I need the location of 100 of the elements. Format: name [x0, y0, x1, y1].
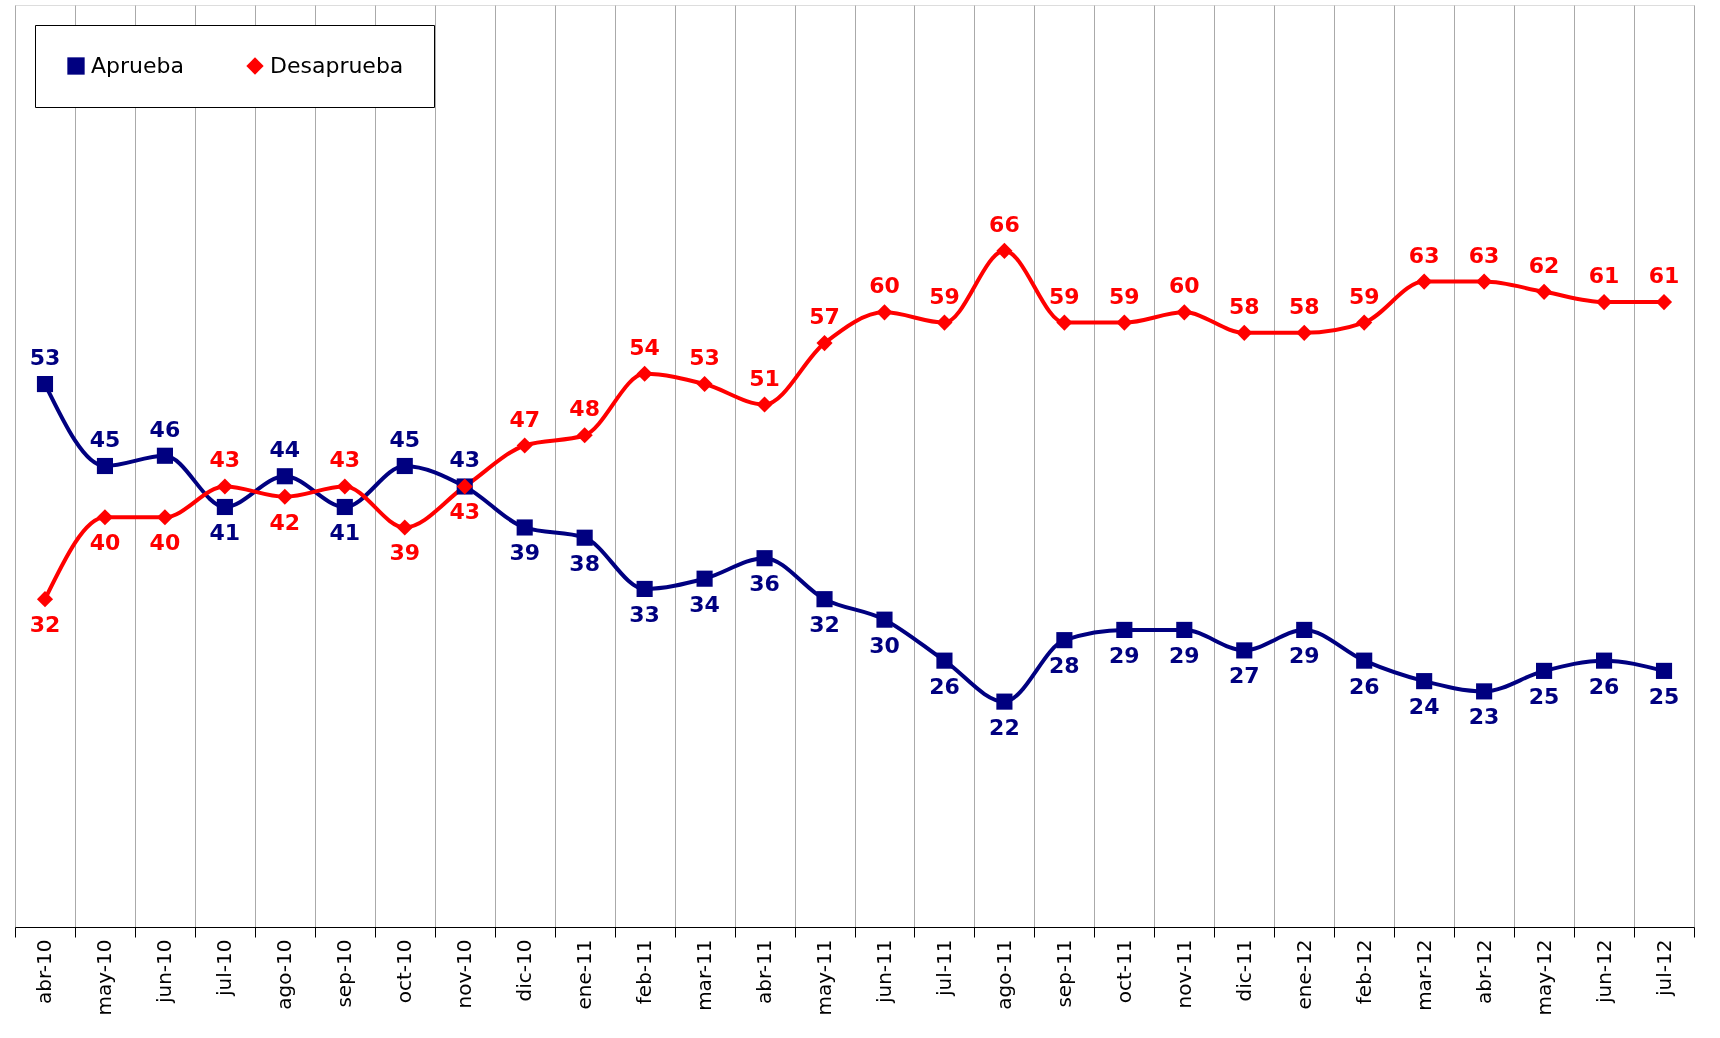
x-tick-label: ene-11	[572, 939, 597, 1010]
point	[816, 335, 833, 352]
x-tick-label: jun-11	[871, 939, 896, 1005]
data-label: 43	[449, 447, 481, 473]
legend-label: Aprueba	[91, 53, 184, 78]
point	[96, 457, 114, 475]
data-label: 34	[689, 591, 720, 617]
data-label: 27	[1228, 663, 1260, 689]
x-tick-label: feb-12	[1351, 939, 1376, 1005]
point	[696, 375, 713, 393]
data-label: 24	[1408, 694, 1440, 720]
data-label: 40	[89, 530, 121, 556]
point	[36, 375, 54, 393]
data-label: 59	[929, 283, 960, 309]
x-tick-label: oct-10	[392, 939, 417, 1004]
x-tick-label: abr-12	[1471, 939, 1496, 1005]
point	[1236, 324, 1253, 341]
data-label: 62	[1528, 252, 1560, 278]
data-label: 53	[29, 345, 61, 371]
x-tick-label: feb-11	[632, 939, 657, 1005]
data-label: 61	[1588, 263, 1620, 289]
x-tick-label: sep-10	[332, 939, 357, 1008]
data-label: 53	[689, 345, 720, 371]
data-label: 51	[749, 365, 780, 391]
data-label: 43	[329, 447, 361, 473]
data-label: 29	[1168, 642, 1200, 668]
x-tick-label: dic-10	[512, 939, 537, 1002]
point	[1595, 652, 1613, 669]
x-tick-label: oct-11	[1111, 939, 1136, 1004]
point	[576, 529, 593, 546]
data-label: 33	[629, 601, 660, 627]
point	[1416, 273, 1433, 290]
point	[396, 519, 413, 536]
x-tick-label: sep-11	[1051, 939, 1076, 1008]
legend-label: Desaprueba	[270, 53, 404, 78]
point	[1116, 621, 1133, 638]
data-label: 57	[809, 304, 840, 330]
data-label: 39	[509, 540, 541, 566]
data-label: 46	[149, 416, 181, 442]
point	[1536, 283, 1553, 300]
point	[156, 447, 173, 464]
point	[996, 242, 1013, 259]
data-label: 41	[209, 519, 241, 545]
data-label: 25	[1528, 683, 1560, 709]
point	[276, 468, 293, 485]
data-label: 26	[929, 673, 960, 699]
point	[636, 580, 653, 597]
point	[516, 437, 533, 454]
point	[696, 570, 713, 587]
point	[216, 478, 233, 495]
x-tick-label: may-12	[1531, 939, 1556, 1016]
x-tick-label: nov-10	[452, 939, 477, 1009]
point	[1416, 673, 1433, 690]
data-label: 59	[1348, 283, 1380, 309]
data-label: 58	[1228, 293, 1260, 319]
data-label: 29	[1109, 642, 1140, 668]
point	[576, 427, 593, 444]
x-tick-label: jul-12	[1651, 939, 1676, 997]
data-label: 39	[389, 540, 421, 566]
x-tick-label: jun-12	[1591, 939, 1616, 1005]
data-label: 38	[569, 550, 600, 576]
data-label: 45	[89, 427, 121, 452]
point	[336, 498, 353, 516]
data-label: 60	[1168, 273, 1200, 299]
x-tick-label: abr-10	[32, 939, 57, 1005]
x-tick-label: jun-10	[152, 939, 177, 1005]
x-tick-label: may-10	[92, 939, 117, 1016]
data-label: 61	[1648, 263, 1680, 289]
point	[1116, 314, 1133, 331]
data-label: 59	[1049, 283, 1080, 309]
data-label: 30	[869, 632, 900, 658]
x-tick-label: ene-12	[1291, 939, 1316, 1010]
point	[336, 478, 353, 495]
data-label: 26	[1348, 673, 1380, 699]
x-tick-label: dic-11	[1231, 939, 1256, 1002]
point	[1176, 304, 1193, 321]
data-label: 63	[1468, 242, 1500, 268]
data-label: 22	[989, 714, 1020, 740]
data-label: 32	[29, 612, 61, 638]
data-label: 45	[389, 427, 421, 452]
point	[516, 519, 533, 536]
data-label: 58	[1288, 293, 1320, 319]
data-label: 66	[989, 211, 1020, 237]
data-label: 43	[209, 447, 241, 473]
data-label: 36	[749, 571, 780, 597]
point	[216, 498, 233, 516]
point	[1056, 632, 1073, 649]
x-tick-label: may-11	[812, 939, 837, 1016]
x-tick-label: jul-10	[212, 939, 237, 997]
point	[1356, 652, 1373, 669]
point	[996, 693, 1013, 710]
data-label: 40	[149, 530, 181, 556]
point	[396, 457, 413, 475]
x-tick-label: ago-10	[272, 939, 297, 1010]
data-label: 47	[509, 406, 541, 432]
data-label: 63	[1408, 242, 1440, 268]
point	[1296, 324, 1313, 341]
data-label: 43	[449, 499, 481, 525]
point	[36, 591, 54, 608]
data-label: 25	[1648, 683, 1680, 709]
